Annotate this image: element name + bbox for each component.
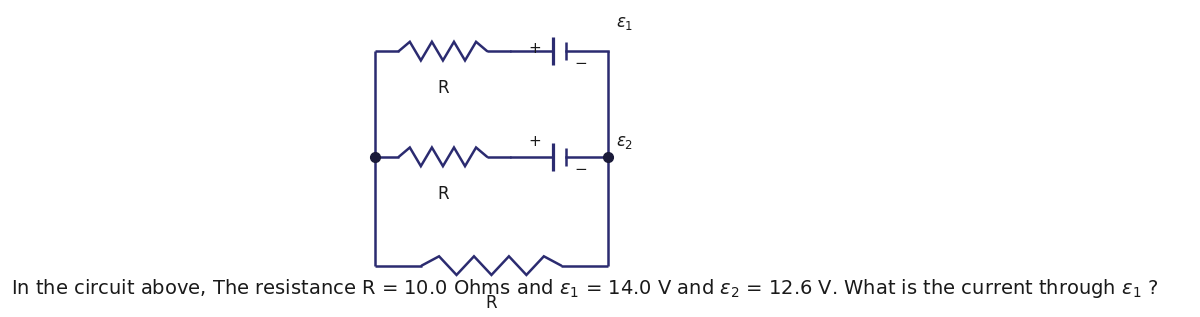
- Text: −: −: [574, 56, 587, 71]
- Text: R: R: [437, 185, 449, 203]
- Text: +: +: [528, 41, 541, 55]
- Text: −: −: [574, 162, 587, 177]
- Text: +: +: [528, 134, 541, 149]
- Text: R: R: [486, 294, 497, 312]
- Text: $\varepsilon_2$: $\varepsilon_2$: [616, 133, 632, 151]
- Text: In the circuit above, The resistance R = 10.0 Ohms and $\varepsilon_1$ = 14.0 V : In the circuit above, The resistance R =…: [11, 277, 1158, 300]
- Text: R: R: [437, 79, 449, 97]
- Text: $\varepsilon_1$: $\varepsilon_1$: [616, 15, 634, 32]
